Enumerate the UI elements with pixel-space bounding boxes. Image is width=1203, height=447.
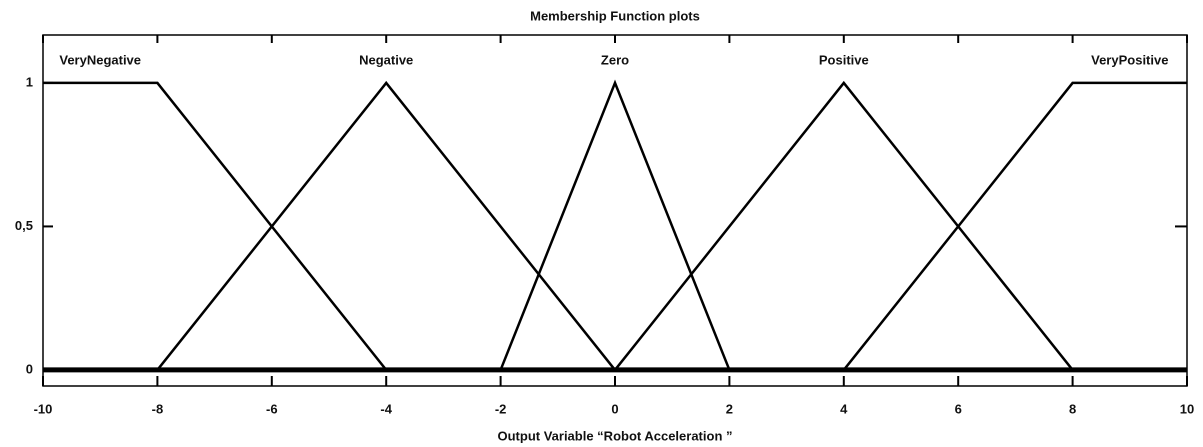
series-label: Positive <box>819 52 869 67</box>
x-tick-label: 8 <box>1069 401 1076 416</box>
x-tick-label: -2 <box>495 401 507 416</box>
series-label: Negative <box>359 52 413 67</box>
x-tick-label: -4 <box>380 401 392 416</box>
y-tick-label: 0 <box>26 361 33 376</box>
y-tick-label: 1 <box>26 74 33 89</box>
x-tick-label: -10 <box>34 401 53 416</box>
series-label: VeryPositive <box>1091 52 1168 67</box>
y-tick-label: 0,5 <box>15 218 33 233</box>
plot-frame <box>42 34 1188 387</box>
x-tick-label: -6 <box>266 401 278 416</box>
x-tick-label: 4 <box>840 401 848 416</box>
x-tick-label: 6 <box>955 401 962 416</box>
x-axis-label: Output Variable “Robot Acceleration ” <box>498 428 733 443</box>
membership-line <box>842 81 1187 371</box>
chart-title: Membership Function plots <box>530 8 700 23</box>
x-tick-label: -8 <box>152 401 164 416</box>
membership-line <box>614 80 1074 371</box>
membership-line <box>499 79 731 371</box>
x-tick-label: 0 <box>611 401 618 416</box>
series-label: VeryNegative <box>59 52 141 67</box>
membership-line <box>43 81 388 371</box>
series-label: Zero <box>601 52 629 67</box>
x-tick-label: 10 <box>1180 401 1194 416</box>
membership-line <box>156 80 616 371</box>
x-tick-label: 2 <box>726 401 733 416</box>
